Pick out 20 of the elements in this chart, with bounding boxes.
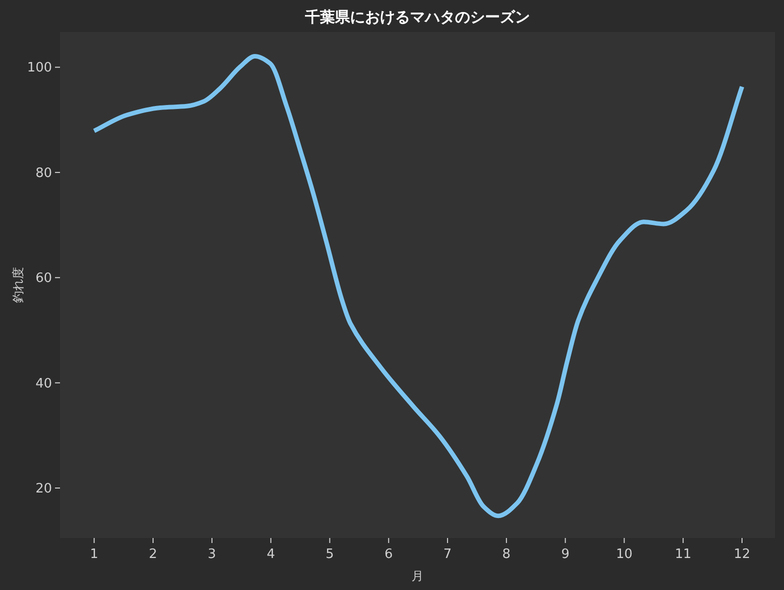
x-axis-title: 月 xyxy=(412,569,424,583)
x-tick-label: 6 xyxy=(384,547,393,562)
x-tick-label: 2 xyxy=(148,547,158,562)
x-tick-label: 10 xyxy=(616,547,632,562)
x-tick-label: 4 xyxy=(266,547,275,562)
x-tick-label: 1 xyxy=(90,547,98,562)
y-tick-label: 60 xyxy=(35,271,52,286)
x-tick-label: 7 xyxy=(443,547,452,562)
y-tick-label: 100 xyxy=(27,60,52,76)
x-tick-label: 5 xyxy=(326,547,334,562)
chart-title: 千葉県におけるマハタのシーズン xyxy=(304,8,530,26)
y-axis-title: 釣れ度 xyxy=(11,267,25,303)
y-tick-label: 20 xyxy=(35,482,52,497)
y-tick-label: 80 xyxy=(35,166,52,181)
x-tick-label: 8 xyxy=(502,547,511,562)
x-tick-label: 12 xyxy=(734,547,750,562)
x-tick-label: 11 xyxy=(674,547,692,562)
x-tick-label: 9 xyxy=(561,547,570,562)
x-tick-label: 3 xyxy=(208,547,216,562)
y-tick-label: 40 xyxy=(35,376,52,392)
